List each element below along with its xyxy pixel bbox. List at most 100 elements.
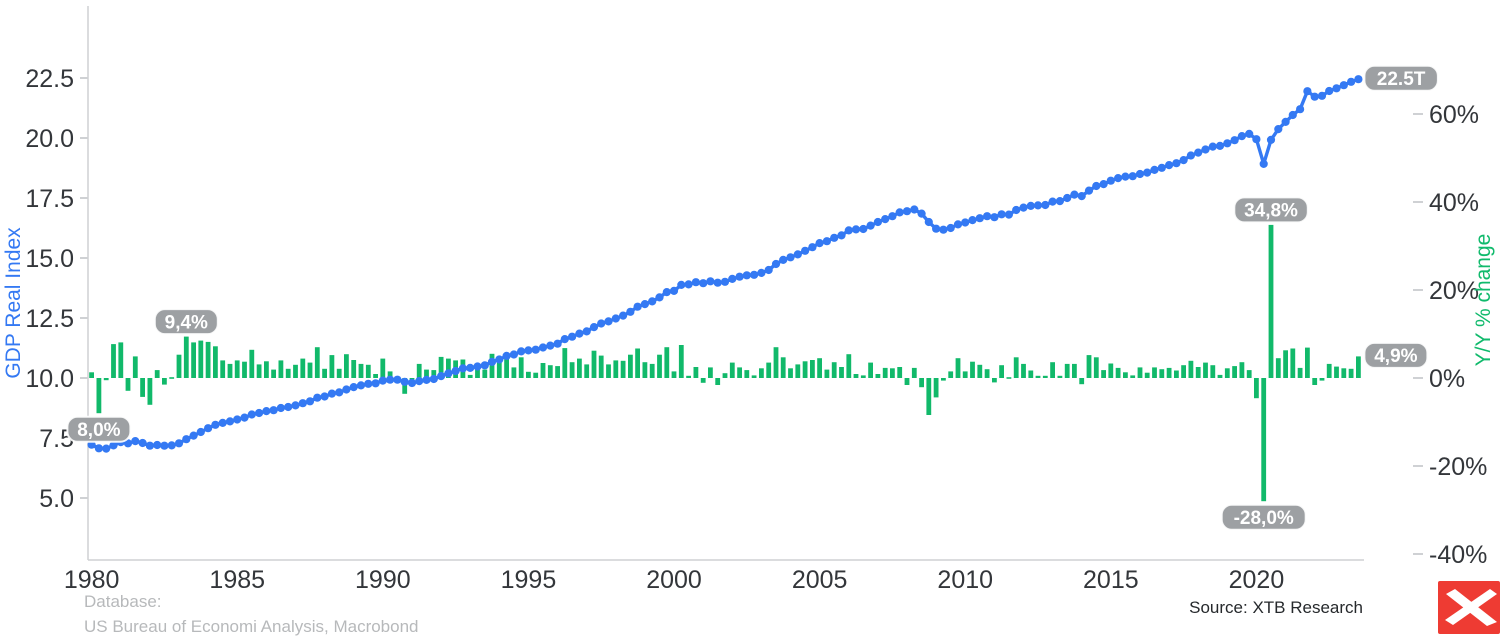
growth-bar — [271, 369, 276, 378]
x-axis-ticks: 1980 1985 1990 1995 2000 2005 2010 2015 2020 — [64, 566, 1284, 594]
growth-bar — [664, 347, 670, 378]
left-axis-title: GDP Real Index — [2, 227, 25, 379]
growth-bar — [1239, 362, 1245, 378]
right-axis-tick-label: 20% — [1429, 277, 1479, 305]
growth-bar — [1064, 363, 1070, 378]
growth-bar — [620, 360, 626, 378]
annotation-badge-label: 9,4% — [165, 312, 208, 333]
growth-bar — [154, 370, 160, 378]
growth-bar — [846, 354, 852, 378]
growth-bar — [351, 360, 357, 378]
annotation-badge: 8,0% — [66, 415, 132, 443]
growth-bar — [992, 378, 997, 383]
growth-bar — [1137, 367, 1143, 378]
growth-bar — [860, 375, 866, 378]
growth-bar — [162, 378, 167, 385]
x-axis-tick-label: 2020 — [1229, 566, 1285, 594]
growth-bar — [1181, 365, 1186, 378]
growth-bar — [598, 355, 604, 378]
growth-bar — [344, 354, 349, 378]
growth-bar — [416, 363, 422, 378]
growth-bar — [773, 347, 779, 378]
growth-bar — [496, 360, 502, 378]
growth-bar — [169, 377, 175, 379]
growth-bar — [1195, 367, 1201, 378]
growth-bar — [999, 365, 1004, 378]
growth-bar — [584, 364, 590, 378]
growth-bar — [467, 374, 473, 378]
growth-bar — [1232, 366, 1237, 378]
growth-bar — [788, 368, 793, 378]
growth-bar — [628, 354, 633, 378]
growth-bar — [1035, 375, 1041, 378]
growth-bar — [839, 367, 844, 378]
growth-bar — [1079, 378, 1085, 385]
growth-bar — [533, 372, 539, 378]
growth-bar — [234, 360, 240, 378]
growth-bar — [300, 358, 306, 378]
annotation-badge: 34,8% — [1233, 196, 1309, 224]
growth-bar — [569, 362, 575, 378]
x-axis-tick-label: 2005 — [792, 566, 848, 594]
database-note-line1: Database: — [84, 592, 162, 611]
growth-bar — [562, 348, 568, 378]
growth-bar — [941, 378, 946, 381]
growth-bar — [744, 370, 750, 378]
growth-bar — [183, 336, 189, 378]
growth-bar — [1086, 355, 1092, 378]
growth-bar — [911, 367, 917, 378]
growth-bar — [1042, 375, 1048, 378]
growth-bar — [358, 363, 364, 378]
growth-bar — [1021, 363, 1026, 378]
database-note-line2: US Bureau of Economi Analysis, Macrobond — [84, 617, 419, 636]
annotation-badge-label: -28,0% — [1234, 508, 1294, 529]
growth-bar — [1356, 356, 1361, 378]
growth-bar — [649, 363, 655, 378]
growth-bar — [89, 372, 94, 378]
growth-bar — [904, 378, 910, 385]
growth-bar — [715, 378, 721, 385]
right-axis-title: Y/Y % change — [1472, 233, 1495, 367]
growth-bar — [285, 368, 291, 378]
x-axis-tick-label: 2015 — [1083, 566, 1139, 594]
growth-bar — [365, 364, 371, 378]
xtb-logo-icon — [1438, 581, 1500, 634]
growth-bar — [729, 362, 735, 378]
x-axis-tick-label: 1985 — [209, 566, 265, 594]
growth-bar — [926, 378, 932, 415]
growth-bar — [751, 375, 757, 378]
right-axis-tick-label: 0% — [1429, 365, 1465, 393]
growth-bar — [278, 360, 284, 378]
growth-bar — [314, 347, 320, 378]
growth-bar — [671, 371, 677, 378]
growth-bar — [635, 348, 640, 378]
right-axis-tick-label: 40% — [1429, 189, 1479, 217]
growth-bar — [1334, 366, 1339, 378]
growth-bar — [191, 342, 196, 378]
growth-bar — [1123, 372, 1128, 378]
right-axis-ticks: 60% 40% 20% 0% -20% -40% — [1413, 101, 1487, 569]
growth-bar — [1166, 367, 1172, 378]
annotation-badge: 4,9% — [1363, 341, 1429, 369]
gdp-line-series — [87, 75, 1363, 453]
right-axis-tick-label: 60% — [1429, 101, 1479, 129]
growth-bar — [700, 378, 706, 383]
growth-bar — [1210, 365, 1216, 378]
growth-bar — [446, 358, 451, 378]
growth-bar — [205, 341, 211, 378]
growth-bar — [402, 378, 408, 394]
growth-bar — [424, 369, 429, 378]
growth-bar — [438, 356, 444, 378]
growth-bar — [810, 360, 815, 378]
growth-bar — [890, 368, 895, 378]
growth-bar — [1101, 370, 1106, 378]
growth-bar — [1290, 348, 1296, 378]
growth-bar — [1283, 350, 1288, 378]
growth-bar — [526, 371, 531, 378]
growth-bar — [1115, 367, 1121, 378]
growth-bar — [657, 354, 662, 378]
growth-bar — [868, 362, 873, 378]
annotation-badge-label: 4,9% — [1374, 346, 1417, 367]
growth-bar — [853, 374, 859, 378]
